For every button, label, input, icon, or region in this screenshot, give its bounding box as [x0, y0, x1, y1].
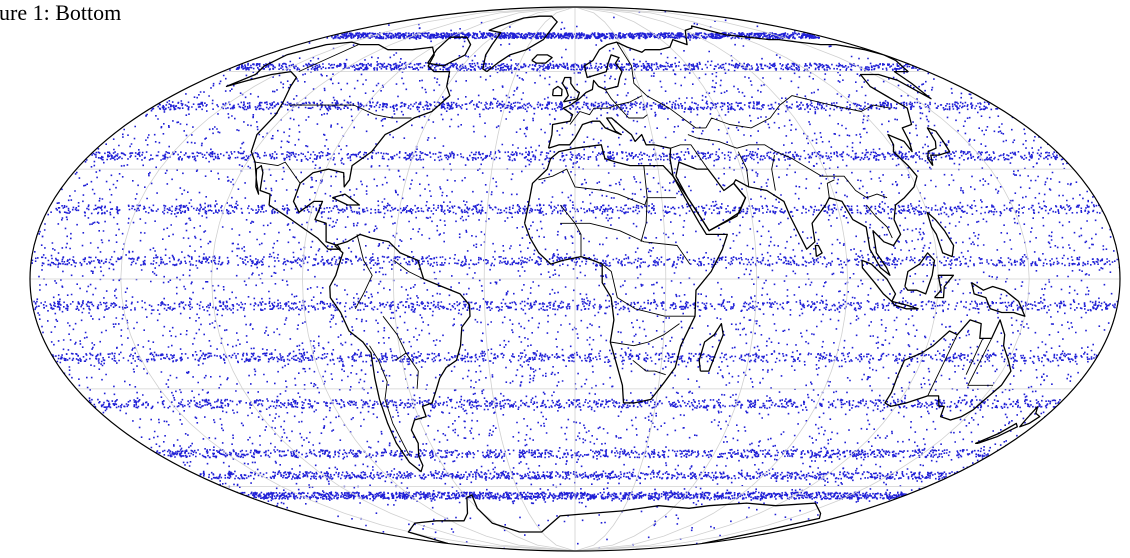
- coastline-great-britain: [561, 76, 581, 103]
- coastline-ireland: [551, 85, 563, 97]
- coastline-cuba: [332, 193, 361, 206]
- coastline-australia: [884, 319, 1012, 421]
- coastline-sumatra: [861, 259, 897, 303]
- map-boundary: [29, 6, 1121, 552]
- graticule: [30, 7, 1120, 551]
- coastline-greenland: [482, 15, 558, 73]
- observation-points: [31, 7, 1120, 550]
- coastlines: [225, 15, 1041, 545]
- observation-point-cloud: [31, 7, 1120, 550]
- coastline-iceland: [531, 54, 553, 64]
- coastline-java: [891, 300, 919, 310]
- coastline-baffin: [427, 36, 472, 67]
- coastline-philippines: [926, 211, 955, 258]
- coastline-sulawesi: [934, 274, 955, 299]
- coastline-new-zealand: [974, 422, 1018, 444]
- graticule-lines: [30, 7, 1120, 551]
- coastline-borneo: [904, 252, 936, 295]
- coastline-arabia: [675, 161, 747, 232]
- coastline-eurasia: [547, 25, 932, 276]
- coastline-antarctica: [407, 494, 822, 545]
- figure-caption: gure 1: Bottom: [0, 0, 122, 25]
- coastline-africa: [523, 144, 728, 404]
- coastline-north-america: [225, 41, 451, 250]
- coastline-nz-north: [1019, 405, 1041, 428]
- coastline-new-guinea: [970, 282, 1026, 317]
- coastline-madagascar: [698, 322, 724, 372]
- coastline-sri-lanka: [814, 244, 823, 258]
- coastline-japan: [926, 127, 951, 166]
- country-borders: [255, 41, 993, 457]
- coastline-south-america: [329, 233, 471, 473]
